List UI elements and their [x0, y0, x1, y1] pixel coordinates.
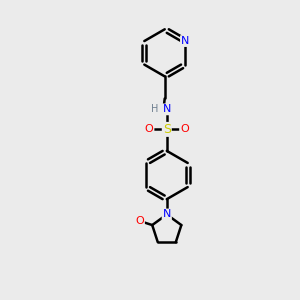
- Text: H: H: [151, 104, 159, 114]
- Text: N: N: [181, 36, 189, 46]
- Text: S: S: [163, 123, 171, 136]
- Text: O: O: [145, 124, 154, 134]
- Text: N: N: [163, 104, 171, 114]
- Text: O: O: [180, 124, 189, 134]
- Text: O: O: [135, 216, 144, 226]
- Text: N: N: [163, 209, 171, 220]
